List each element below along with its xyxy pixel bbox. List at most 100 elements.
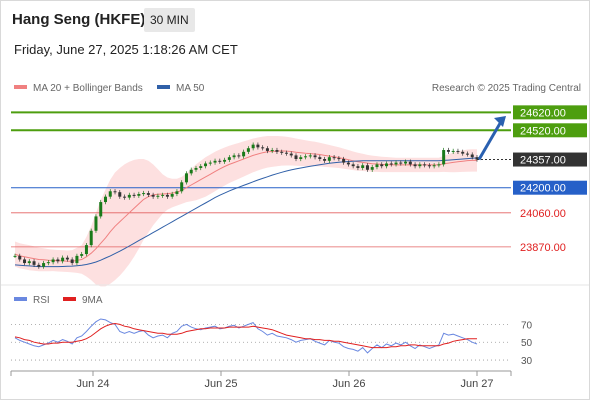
candle-body-40 [204,163,208,167]
candle-body-49 [246,148,250,152]
candle-body-61 [304,156,308,158]
candle-body-20 [108,191,112,197]
candle-body-14 [80,254,84,256]
candle-body-7 [46,262,50,264]
candle-body-11 [65,257,69,260]
candle-body-5 [37,264,41,267]
candle-body-67 [332,157,336,159]
candle-body-4 [32,261,36,265]
candle-body-24 [127,194,131,198]
candle-body-55 [275,150,279,152]
level-label-24200.00: 24200.00 [520,183,566,195]
candle-body-25 [132,194,136,196]
candle-body-54 [270,150,274,152]
candle-body-46 [232,155,236,158]
candle-body-83 [408,161,412,165]
candle-body-21 [113,191,117,193]
credit-label: Research © 2025 Trading Central [432,83,581,94]
level-label-24620.00: 24620.00 [520,107,566,119]
forecast-arrow-shaft [477,119,504,161]
candle-body-10 [61,257,65,262]
candle-body-39 [199,166,203,168]
candle-body-57 [284,152,288,154]
candle-body-6 [42,263,46,267]
x-tick-label-3: Jun 27 [460,378,493,390]
candle-body-35 [180,182,184,192]
candle-body-72 [356,166,360,168]
x-tick-label-1: Jun 25 [204,378,237,390]
candle-body-71 [351,164,355,167]
candle-body-3 [27,261,31,264]
candle-body-77 [380,164,384,167]
candle-body-17 [94,216,98,231]
candle-body-23 [123,196,127,198]
candle-body-74 [365,165,369,170]
ma50-legend-swatch [157,85,170,89]
rsi-legend-label: RSI [33,295,50,306]
candle-body-9 [56,259,60,262]
candle-body-44 [223,159,227,162]
rsi-tick-30: 30 [521,356,533,367]
candle-body-2 [23,259,27,264]
chart-datetime: Friday, June 27, 2025 1:18:26 AM CET [14,42,238,57]
candle-body-91 [446,150,450,152]
candle-body-66 [327,157,331,161]
price-panel: 24620.00 24520.00 24357.00 24200.00 24060.00… [11,105,587,287]
candle-body-56 [280,151,284,153]
candle-body-18 [99,202,103,217]
candle-body-31 [161,194,165,196]
rsi-panel: 70 50 30 [11,318,533,367]
chart-header: Hang Seng (HKFE) 30 MIN [1,1,589,37]
candle-body-97 [475,157,479,160]
candle-body-85 [418,164,422,167]
candle-body-86 [423,164,427,166]
candle-body-76 [375,164,379,168]
interval-button[interactable]: 30 MIN [144,8,195,32]
candle-body-69 [342,159,346,163]
level-tag-24200.00 [513,180,587,195]
x-tick-label-0: Jun 24 [76,378,109,390]
candle-body-94 [461,151,465,154]
candle-body-34 [175,191,179,194]
ma20-legend-swatch [14,85,27,89]
level-label-24060.00: 24060.00 [520,208,566,220]
rsi-legend-swatch [14,297,27,301]
rsi-ma-legend-label: 9MA [82,295,103,306]
candle-body-88 [432,165,436,167]
candle-body-12 [70,259,74,264]
candle-body-33 [170,193,174,197]
candle-body-95 [465,153,469,155]
candle-body-64 [318,157,322,159]
forecast-arrow-head [494,115,506,127]
candle-body-62 [308,155,312,157]
candle-body-13 [75,255,79,264]
candle-body-93 [456,150,460,152]
rsi-tick-70: 70 [521,320,533,331]
rsi-tick-50: 50 [521,338,533,349]
candle-body-36 [184,173,188,183]
rsi-line [14,318,478,354]
level-label-24520.00: 24520.00 [520,125,566,137]
candle-body-63 [313,155,317,158]
candle-body-96 [470,154,474,158]
candle-body-53 [265,148,269,151]
rsi-ma-line [14,322,477,349]
candle-body-73 [361,165,365,168]
candle-body-50 [251,144,255,149]
candle-body-37 [189,169,193,174]
level-tag-24620.00 [513,105,587,120]
candle-body-29 [151,194,155,197]
candle-body-8 [51,259,55,263]
level-label-23870.00: 23870.00 [520,242,566,254]
level-tag-24357.00 [513,152,587,167]
candle-body-68 [337,158,341,160]
candle-body-65 [323,159,327,161]
candle-body-89 [437,164,441,166]
candle-body-87 [427,165,431,167]
candle-body-82 [404,161,408,164]
candle-body-30 [156,195,160,197]
bollinger-band [15,136,477,287]
rsi-ma-legend-swatch [63,297,76,301]
candle-body-70 [346,162,350,165]
candle-body-22 [118,192,122,197]
